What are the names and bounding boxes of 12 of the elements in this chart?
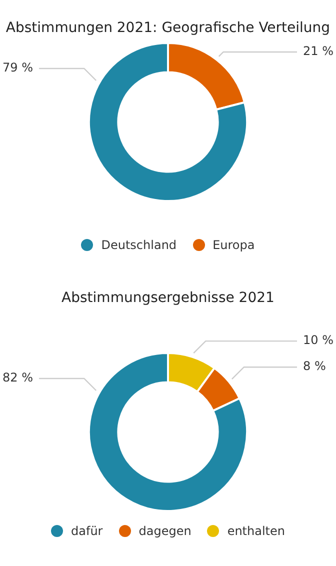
- data-label: 82 %: [2, 370, 33, 385]
- data-label: 10 %: [303, 333, 334, 348]
- data-label: 79 %: [2, 60, 33, 75]
- data-label: 8 %: [303, 359, 326, 374]
- legend-label: dagegen: [138, 524, 192, 538]
- chart-title: Abstimmungsergebnisse 2021: [60, 289, 276, 308]
- legend-label: dafür: [70, 524, 103, 538]
- data-label: 21 %: [303, 44, 334, 58]
- legend-label: Europa: [212, 238, 255, 252]
- chart-title: Abstimmungen 2021: Geografische Verteilung: [4, 19, 332, 38]
- legend-label: enthalten: [226, 524, 285, 538]
- legend-label: Deutschland: [100, 238, 177, 252]
